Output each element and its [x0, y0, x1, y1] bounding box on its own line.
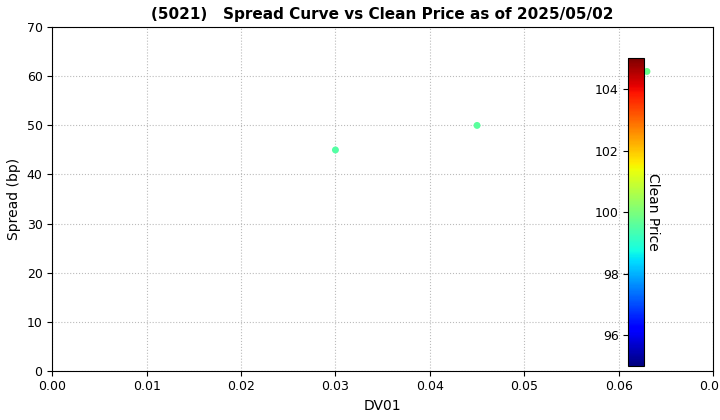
Point — [642, 68, 653, 75]
Y-axis label: Spread (bp): Spread (bp) — [7, 158, 21, 240]
Title: (5021)   Spread Curve vs Clean Price as of 2025/05/02: (5021) Spread Curve vs Clean Price as of… — [151, 7, 614, 22]
Point — [472, 122, 483, 129]
Y-axis label: Clean Price: Clean Price — [647, 173, 660, 251]
Point — [330, 147, 341, 153]
X-axis label: DV01: DV01 — [364, 399, 402, 413]
